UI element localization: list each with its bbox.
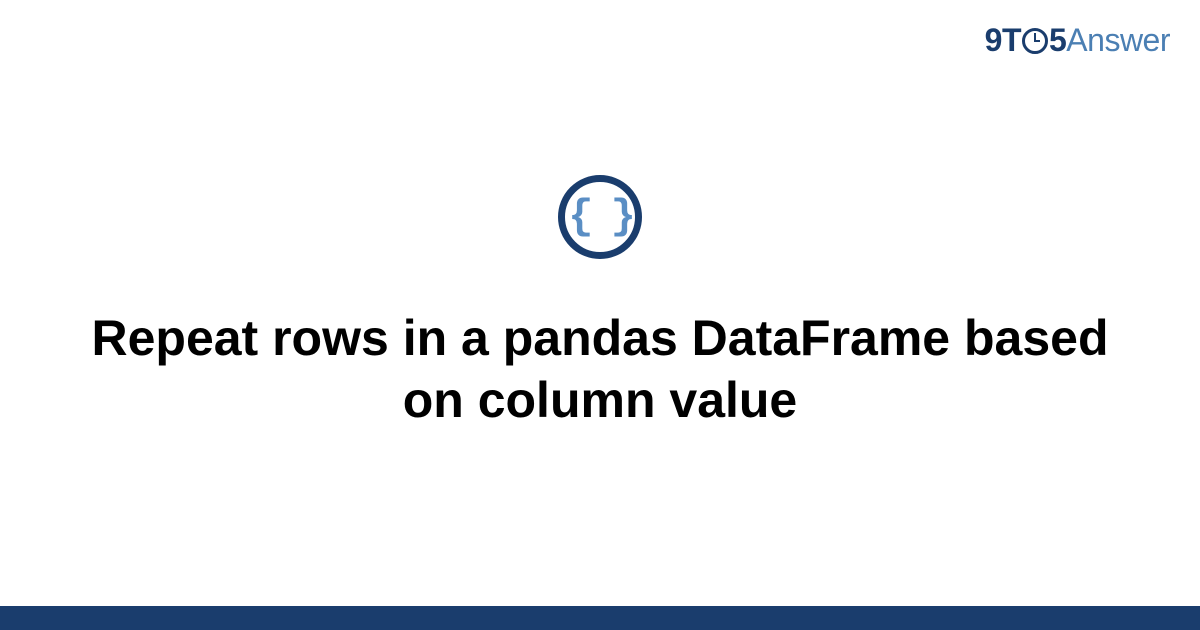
bottom-bar [0,606,1200,630]
category-icon-circle: { } [558,175,642,259]
code-braces-icon: { } [568,193,632,241]
main-content: { } Repeat rows in a pandas DataFrame ba… [0,0,1200,606]
question-title: Repeat rows in a pandas DataFrame based … [0,307,1200,432]
